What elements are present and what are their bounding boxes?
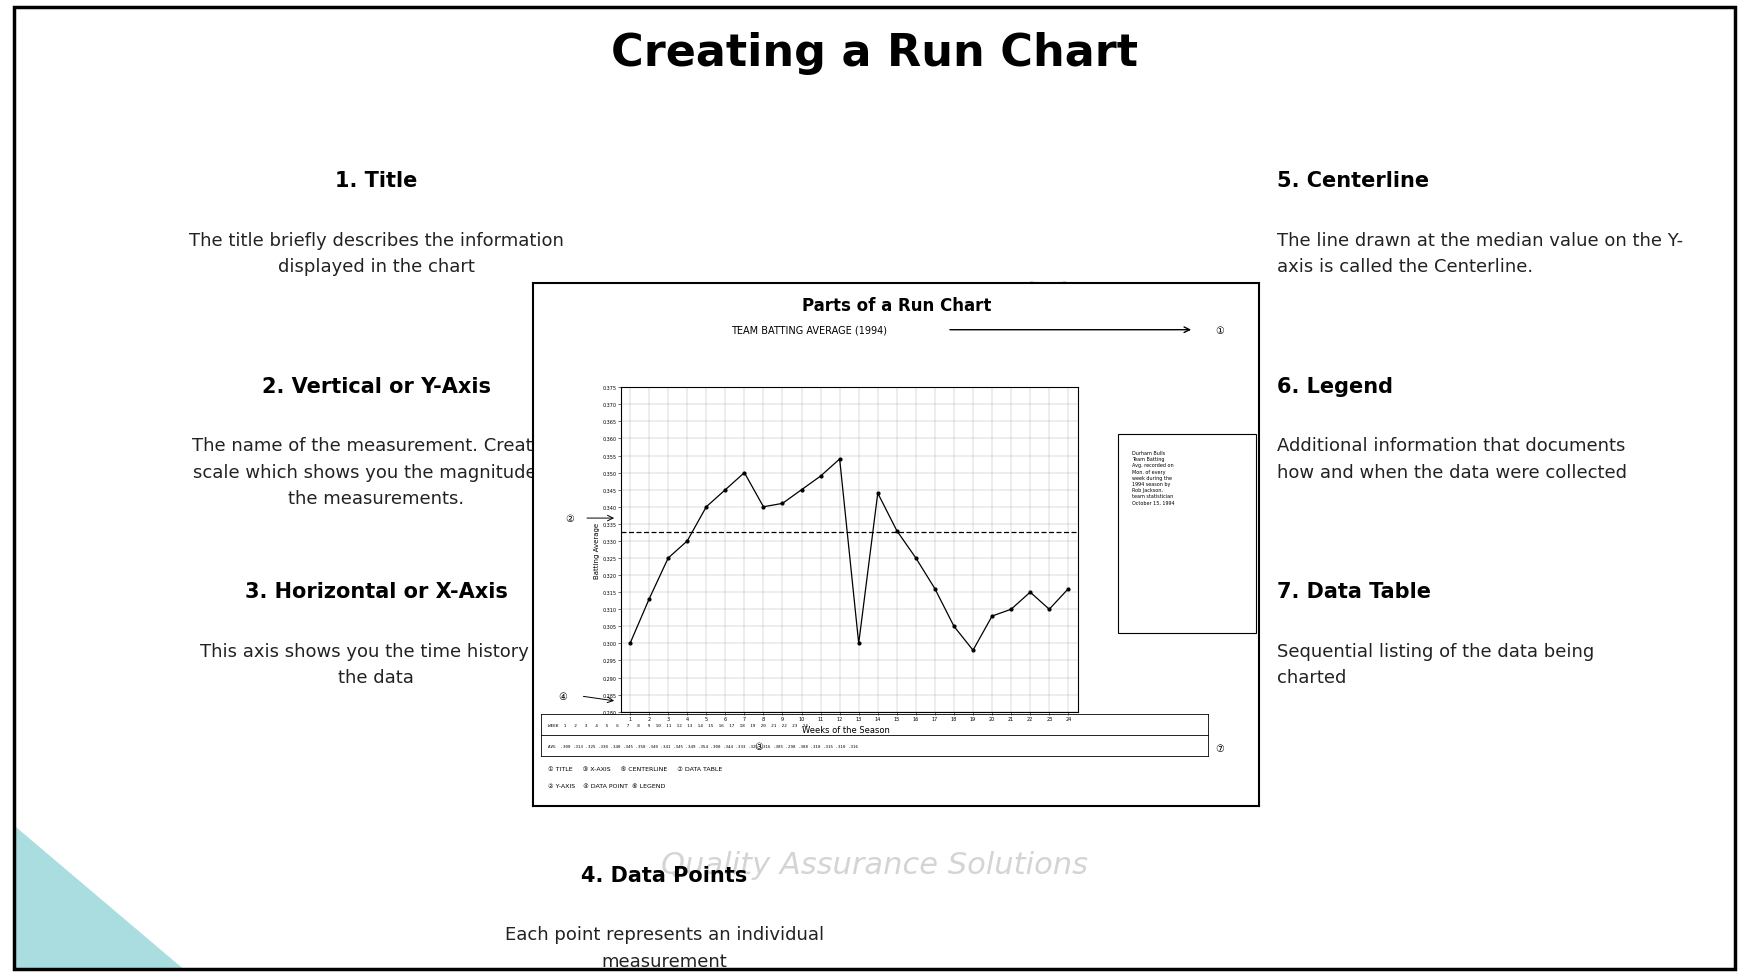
Text: ①: ①: [1215, 325, 1224, 335]
Text: Weeks of the Season: Weeks of the Season: [801, 726, 890, 735]
Text: AVG  .300 .313 .325 .330 .340 .345 .350 .340 .341 .345 .349 .354 .300 .344 .333 : AVG .300 .313 .325 .330 .340 .345 .350 .…: [547, 743, 858, 748]
Text: Additional information that documents
how and when the data were collected: Additional information that documents ho…: [1276, 437, 1626, 481]
Text: ⑥: ⑥: [1215, 581, 1224, 591]
Text: The name of the measurement. Create a
scale which shows you the magnitude of
the: The name of the measurement. Create a sc…: [192, 437, 559, 507]
Text: Creating a Run Chart: Creating a Run Chart: [610, 32, 1138, 75]
Text: 2. Vertical or Y-Axis: 2. Vertical or Y-Axis: [262, 376, 489, 396]
Text: This axis shows you the time history of
the data: This axis shows you the time history of …: [199, 642, 552, 686]
Text: ② Y-AXIS    ④ DATA POINT  ⑥ LEGEND: ② Y-AXIS ④ DATA POINT ⑥ LEGEND: [547, 784, 664, 788]
Text: TEAM BATTING AVERAGE (1994): TEAM BATTING AVERAGE (1994): [731, 325, 886, 335]
Text: Sequential listing of the data being
charted: Sequential listing of the data being cha…: [1276, 642, 1592, 686]
Text: 6. Legend: 6. Legend: [1276, 376, 1391, 396]
Text: ④: ④: [558, 692, 566, 701]
Text: 5. Centerline: 5. Centerline: [1276, 171, 1428, 191]
Text: ⑦: ⑦: [1215, 743, 1224, 753]
Text: Quality Assurance Solutions: Quality Assurance Solutions: [661, 850, 1087, 879]
Text: ⑤: ⑤: [1215, 499, 1224, 509]
Text: 7. Data Table: 7. Data Table: [1276, 581, 1430, 601]
Text: ②: ②: [565, 514, 573, 524]
Y-axis label: Batting Average: Batting Average: [593, 522, 600, 578]
Text: Each point represents an individual
measurement: Each point represents an individual meas…: [505, 925, 823, 969]
Text: Centerline = .3325: Centerline = .3325: [1154, 523, 1206, 528]
Text: ③: ③: [753, 741, 762, 751]
Text: Copyright: Copyright: [918, 281, 1092, 315]
Polygon shape: [14, 826, 184, 969]
Text: The line drawn at the median value on the Y-
axis is called the Centerline.: The line drawn at the median value on th…: [1276, 232, 1682, 276]
Text: 1. Title: 1. Title: [334, 171, 418, 191]
Text: Parts of a Run Chart: Parts of a Run Chart: [801, 296, 991, 315]
FancyBboxPatch shape: [1117, 435, 1255, 633]
Text: WEEK  1   2   3   4   5   6   7   8   9  10  11  12  13  14  15  16  17  18  19 : WEEK 1 2 3 4 5 6 7 8 9 10 11 12 13 14 15…: [547, 723, 808, 727]
Text: 4. Data Points: 4. Data Points: [580, 865, 748, 884]
Text: ① TITLE     ③ X-AXIS     ⑤ CENTERLINE     ⑦ DATA TABLE: ① TITLE ③ X-AXIS ⑤ CENTERLINE ⑦ DATA TAB…: [547, 766, 722, 771]
Text: The title briefly describes the information
displayed in the chart: The title briefly describes the informat…: [189, 232, 563, 276]
Text: Durham Bulls
Team Batting
Avg. recorded on
Mon. of every
week during the
1994 se: Durham Bulls Team Batting Avg. recorded …: [1131, 450, 1175, 505]
Text: 3. Horizontal or X-Axis: 3. Horizontal or X-Axis: [245, 581, 507, 601]
